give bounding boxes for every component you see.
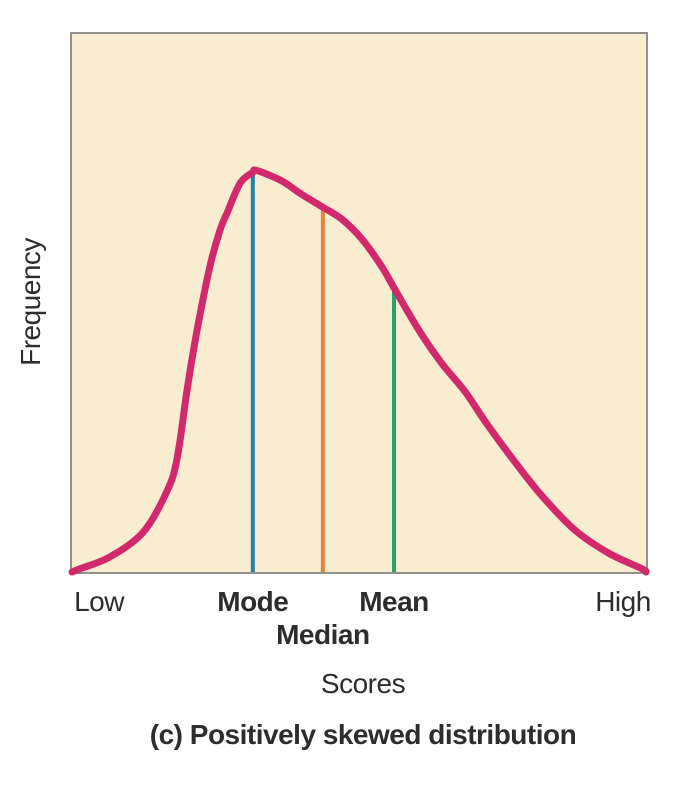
plot-area [68, 32, 650, 576]
y-axis-label: Frequency [15, 238, 46, 366]
distribution-svg [68, 166, 650, 576]
x-axis-label: Scores [320, 668, 406, 699]
mean-label: Mean [359, 586, 429, 617]
high-label: High [595, 586, 651, 617]
low-label: Low [74, 586, 124, 617]
figure-caption: (c) Positively skewed distribution [149, 719, 577, 750]
mode-label: Mode [217, 586, 289, 617]
median-label: Median [276, 619, 370, 650]
distribution-curve [68, 166, 650, 576]
